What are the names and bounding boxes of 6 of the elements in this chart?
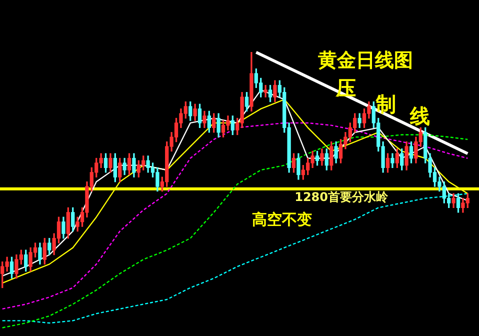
ref-line-label: 1280首要分水岭 — [294, 190, 389, 204]
annotation: 压 — [335, 76, 356, 100]
annotation: 线 — [409, 104, 430, 128]
annotation: 高空不变 — [252, 210, 312, 228]
chart-title: 黄金日线图 — [317, 49, 413, 72]
annotation: 制 — [375, 92, 396, 116]
